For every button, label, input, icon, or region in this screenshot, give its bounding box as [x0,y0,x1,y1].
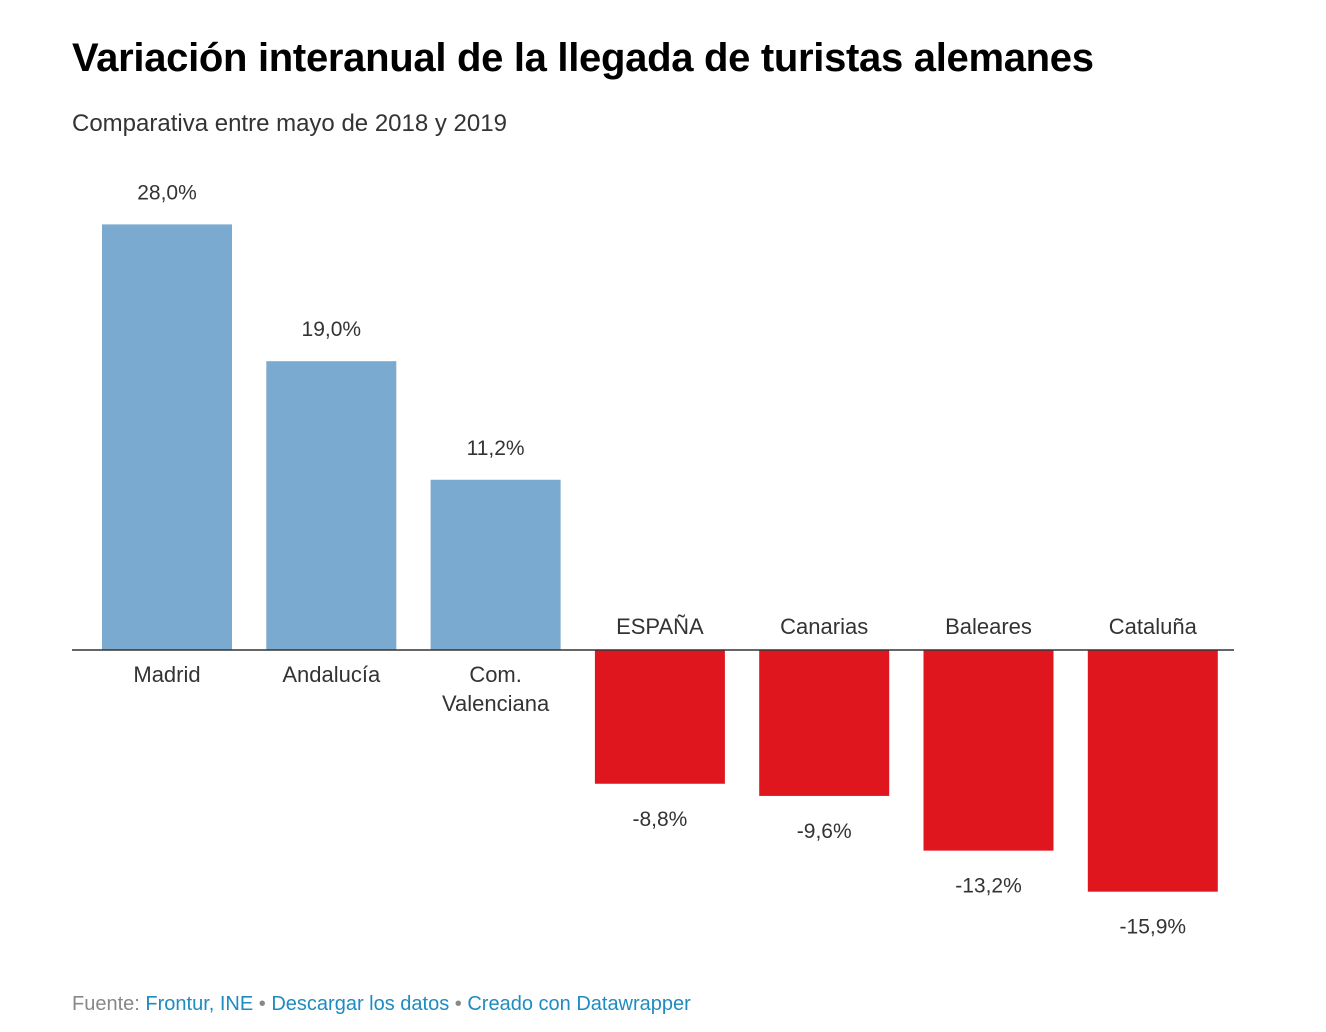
source-link[interactable]: Frontur, INE [145,993,254,1015]
category-label: Cataluña [1109,614,1198,639]
bar-value-label: 19,0% [302,318,362,341]
bar-value-label: -8,8% [632,808,687,831]
bar-value-label: 11,2% [467,437,525,460]
bar-value-label: 28,0% [137,181,197,204]
category-label: Andalucía [282,662,381,687]
chart-subtitle: Comparativa entre mayo de 2018 y 2019 [72,110,507,137]
chart-bar [266,361,397,650]
chart-bar [759,650,890,796]
category-label: ESPAÑA [616,614,704,639]
download-data-link[interactable]: Descargar los datos [271,993,450,1015]
chart-bar [430,479,561,650]
footer-separator: • [454,993,462,1015]
category-label: Baleares [945,614,1032,639]
chart-bar [1087,650,1218,892]
bar-value-label: -15,9% [1120,916,1187,939]
category-label: Canarias [780,614,868,639]
datawrapper-credit-link[interactable]: Creado con Datawrapper [467,993,691,1015]
chart-footer: Fuente: Frontur, INE • Descargar los dat… [72,993,691,1016]
category-label: Valenciana [442,691,550,716]
footer-separator: • [258,993,266,1015]
category-label: Com. [469,662,522,687]
chart-bar [594,650,725,784]
chart-bar [102,224,232,650]
chart-title: Variación interanual de la llegada de tu… [72,36,1094,80]
bar-value-label: -9,6% [797,820,852,843]
chart-bar [923,650,1054,851]
bar-value-label: -13,2% [955,875,1022,898]
category-label: Madrid [133,662,200,687]
source-label: Fuente: [72,993,140,1015]
